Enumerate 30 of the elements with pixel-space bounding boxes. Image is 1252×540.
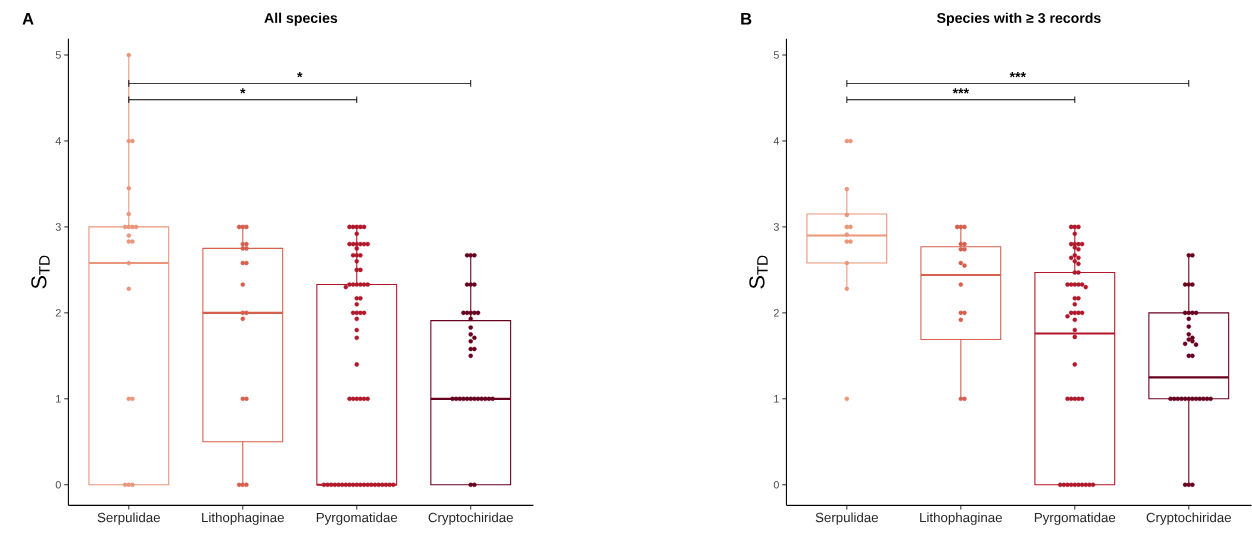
x-tick-label: Pyrgomatidae — [316, 512, 398, 525]
y-tick-label: 4 — [55, 137, 61, 145]
y-tick-label: 5 — [773, 51, 779, 59]
y-tick-label: 3 — [773, 223, 779, 231]
y-tick-label: 1 — [56, 395, 61, 403]
y-axis-title: S$_{TD}$ — [749, 255, 768, 289]
chart-title: All species — [264, 12, 338, 26]
annotation: *** — [1009, 72, 1027, 78]
x-tick-label: Lithophaginae — [202, 512, 284, 525]
annotation: * — [297, 72, 303, 78]
y-tick-label: 1 — [774, 395, 779, 403]
x-tick-label: Cryptochiridae — [1146, 512, 1231, 525]
y-tick-label: 2 — [55, 309, 61, 317]
y-tick-label: 3 — [55, 223, 61, 231]
x-tick-label: Serpulidae — [815, 512, 879, 525]
text: A — [22, 13, 34, 25]
y-tick-label: 0 — [773, 481, 779, 489]
x-tick-label: Cryptochiridae — [428, 512, 513, 525]
y-axis-title: S$_{TD}$ — [31, 255, 50, 289]
y-tick-label: 4 — [773, 137, 780, 145]
y-tick-label: 5 — [55, 51, 61, 59]
text: B — [741, 13, 752, 25]
y-tick-label: 2 — [773, 309, 779, 317]
annotation: * — [240, 88, 246, 94]
y-tick-label: 0 — [55, 481, 61, 489]
x-tick-label: Pyrgomatidae — [1034, 512, 1116, 525]
x-tick-label: Lithophaginae — [920, 512, 1002, 525]
annotation: *** — [952, 88, 970, 94]
chart-title: Species with ≥ 3 records — [937, 12, 1101, 26]
x-tick-label: Serpulidae — [97, 512, 160, 525]
